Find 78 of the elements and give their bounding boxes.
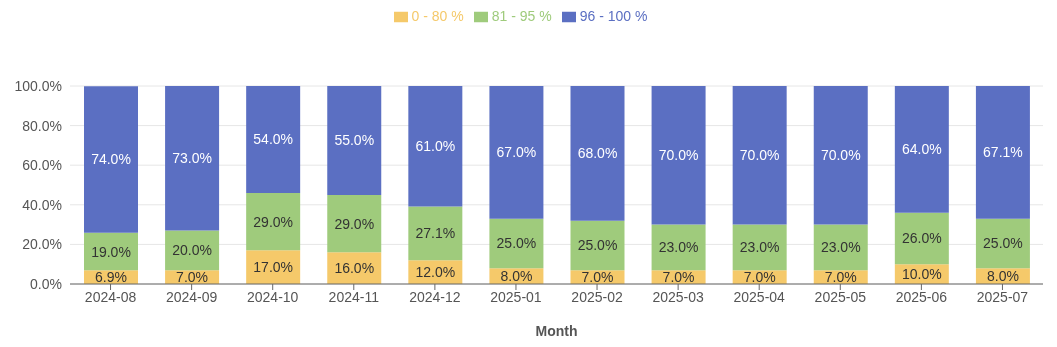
data-label: 19.0% — [91, 243, 131, 260]
data-label: 6.9% — [95, 269, 127, 286]
bar — [408, 86, 463, 207]
bar — [894, 212, 949, 265]
data-label: 27.1% — [415, 225, 456, 242]
data-label: 67.1% — [983, 144, 1023, 161]
bar — [327, 194, 382, 253]
legend-label: 81 - 95 % — [491, 8, 552, 24]
bar — [975, 86, 1030, 219]
x-tick-label: 2025-04 — [733, 288, 786, 305]
x-axis-title: Month — [535, 323, 578, 339]
bar — [570, 220, 625, 271]
data-label: 70.0% — [658, 147, 699, 164]
y-tick-label: 40.0% — [22, 196, 62, 213]
bar — [246, 192, 301, 251]
legend-label: 0 - 80 % — [411, 8, 464, 24]
x-tick-label: 2024-11 — [328, 288, 380, 305]
data-label: 10.0% — [901, 266, 942, 283]
data-label: 7.0% — [824, 269, 857, 286]
data-label: 7.0% — [662, 269, 695, 286]
data-label: 70.0% — [820, 147, 861, 164]
data-label: 70.0% — [739, 147, 780, 164]
x-tick-label: 2024-09 — [165, 288, 218, 305]
x-tick-label: 2025-02 — [571, 288, 623, 305]
data-label: 23.0% — [658, 239, 699, 256]
legend-label: 96 - 100 % — [579, 8, 648, 24]
x-tick-label: 2025-07 — [976, 288, 1029, 305]
data-label: 67.0% — [496, 144, 537, 161]
data-label: 54.0% — [253, 131, 294, 148]
bar — [813, 86, 868, 225]
x-tick-label: 2024-12 — [409, 288, 461, 305]
bar — [651, 224, 706, 271]
x-tick-label: 2025-05 — [814, 288, 867, 305]
bar — [651, 86, 706, 225]
bar — [489, 218, 544, 269]
data-label: 23.0% — [739, 239, 780, 256]
bar — [894, 86, 949, 213]
data-label: 25.0% — [983, 235, 1023, 252]
bar — [327, 86, 382, 195]
data-label: 17.0% — [253, 259, 294, 276]
data-label: 16.0% — [334, 260, 375, 277]
data-label: 7.0% — [581, 269, 614, 286]
bar — [732, 86, 787, 225]
data-label: 26.0% — [901, 230, 942, 247]
bar — [165, 86, 220, 231]
data-label: 8.0% — [986, 268, 1019, 285]
x-tick-label: 2024-08 — [84, 288, 137, 305]
data-label: 74.0% — [91, 151, 131, 168]
bar — [570, 86, 625, 221]
data-label: 64.0% — [901, 141, 942, 158]
data-label: 68.0% — [577, 145, 618, 162]
x-tick-label: 2024-10 — [247, 288, 299, 305]
data-label: 25.0% — [496, 235, 537, 252]
data-label: 73.0% — [172, 150, 212, 167]
data-label: 29.0% — [334, 215, 375, 232]
data-label: 7.0% — [176, 269, 209, 286]
data-label: 12.0% — [415, 264, 456, 281]
x-tick-label: 2025-03 — [652, 288, 705, 305]
bar — [84, 86, 138, 233]
y-tick-label: 0.0% — [30, 275, 62, 292]
data-label: 55.0% — [334, 132, 375, 149]
bar — [246, 86, 301, 193]
data-label: 20.0% — [172, 242, 212, 259]
y-tick-label: 20.0% — [22, 236, 62, 253]
bar — [408, 206, 463, 261]
data-label: 8.0% — [500, 268, 533, 285]
y-tick-label: 60.0% — [22, 157, 62, 174]
x-tick-label: 2025-01 — [490, 288, 542, 305]
data-label: 61.0% — [415, 138, 456, 155]
data-label: 29.0% — [253, 213, 294, 230]
x-tick-label: 2025-06 — [895, 288, 948, 305]
data-label: 25.0% — [577, 237, 618, 254]
y-tick-label: 80.0% — [22, 117, 62, 134]
y-tick-label: 100.0% — [14, 77, 62, 94]
bar — [489, 86, 544, 219]
data-label: 23.0% — [820, 239, 861, 256]
bar — [975, 218, 1030, 269]
data-label: 7.0% — [743, 269, 776, 286]
